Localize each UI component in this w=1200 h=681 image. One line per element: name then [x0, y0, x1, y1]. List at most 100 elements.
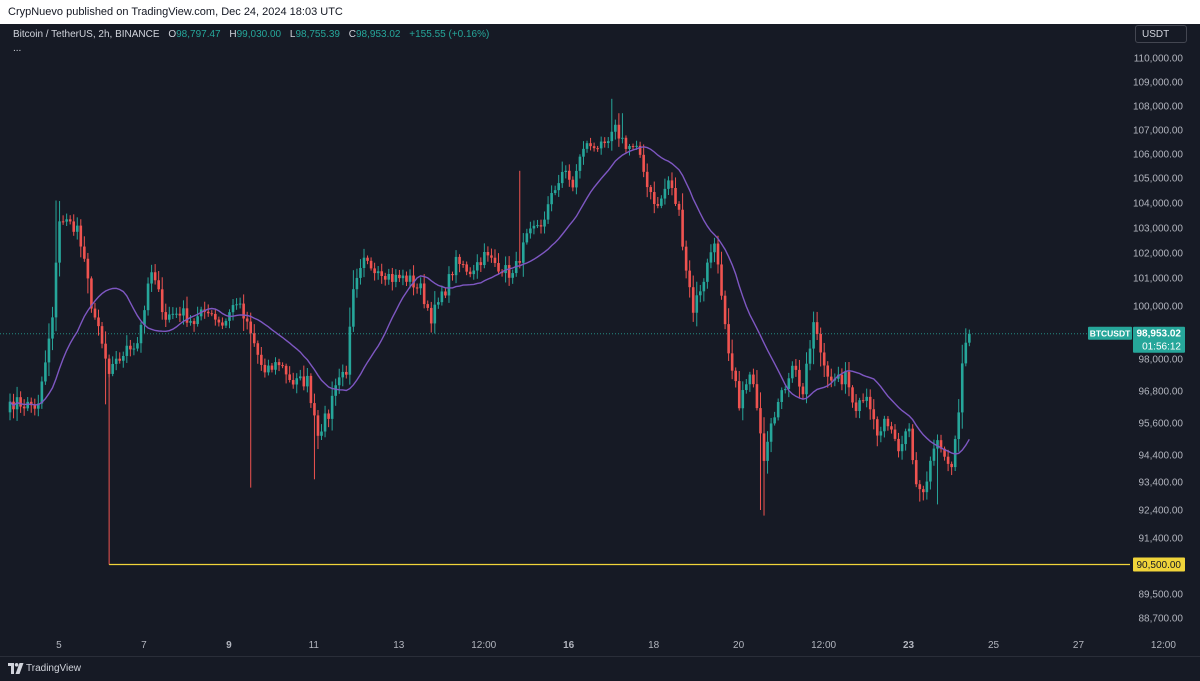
candle [755, 370, 759, 411]
candle-body [19, 397, 22, 407]
candle [171, 307, 175, 320]
candle [224, 318, 228, 329]
candle-body [925, 481, 929, 493]
candle [649, 184, 653, 200]
candle [737, 370, 741, 411]
candle-body [157, 280, 160, 290]
candle-body [635, 145, 638, 147]
candle [599, 136, 603, 155]
candle-body [759, 408, 762, 434]
time-tick-label: 18 [648, 640, 660, 651]
candle [688, 260, 691, 298]
candle [826, 361, 830, 388]
candle-body [837, 374, 840, 379]
last-price-value: 98,953.02 [1137, 329, 1182, 340]
candle-body [783, 389, 787, 391]
candle [925, 471, 929, 500]
candle-body [458, 256, 461, 265]
candle-body [61, 221, 65, 223]
candle-body [210, 313, 214, 315]
candle-body [883, 418, 886, 432]
candle-body [737, 381, 741, 409]
time-tick-label: 27 [1073, 640, 1085, 651]
price-chart[interactable]: 110,000.00 109,000.00 108,000.00 107,000.00… [0, 24, 1200, 656]
candle-body [429, 307, 433, 324]
candle-body [936, 440, 939, 449]
price-tick-label: 100,000.00 [1133, 302, 1183, 313]
candle [918, 480, 922, 502]
candle [525, 228, 529, 245]
candle-body [192, 321, 196, 325]
candle-body [847, 371, 851, 388]
candle-body [568, 170, 571, 180]
candle-body [444, 291, 447, 296]
candle-body [713, 243, 716, 253]
time-axis[interactable]: 5 7 9 11 13 12:00 16 18 20 12:00 23 25 27 12:00 [56, 640, 1176, 651]
candle [242, 294, 245, 331]
candle-body [631, 146, 635, 148]
currency-button[interactable]: USDT [1135, 25, 1187, 43]
candle [252, 324, 256, 347]
candle-body [674, 187, 677, 204]
candle-body [160, 289, 164, 313]
candle-body [670, 180, 674, 188]
candle [398, 269, 401, 282]
candle-body [65, 219, 68, 222]
candle [596, 145, 599, 152]
candle-body [571, 179, 575, 188]
time-tick-label: 20 [733, 640, 745, 651]
candle-body [334, 385, 337, 396]
candle [461, 260, 465, 268]
candle-body [426, 304, 430, 308]
candle [22, 399, 26, 416]
candle [175, 307, 178, 318]
candle-body [550, 193, 553, 205]
price-tick-label: 102,000.00 [1133, 249, 1183, 260]
candle [245, 311, 249, 330]
candle-body [844, 371, 847, 385]
time-tick-label: 25 [988, 640, 1000, 651]
tradingview-brand[interactable]: TradingView [26, 663, 82, 674]
candle-body [153, 272, 157, 281]
more-indicators-toggle[interactable]: ... [13, 43, 22, 54]
time-tick-label: 16 [563, 640, 575, 651]
candle-body [546, 204, 550, 220]
candle [136, 336, 139, 352]
candle [840, 368, 844, 391]
candle [819, 327, 822, 367]
high-value: 99,030.00 [236, 29, 282, 40]
candle [288, 366, 291, 383]
candle-body [79, 225, 83, 247]
candle [160, 277, 164, 320]
candle-body [532, 225, 536, 229]
candle [706, 258, 709, 289]
candle [911, 424, 914, 465]
price-axis[interactable]: 110,000.00 109,000.00 108,000.00 107,000.00… [1133, 54, 1183, 625]
candle [238, 297, 242, 309]
symbol-legend[interactable]: Bitcoin / TetherUS, 2h, BINANCE O98,797.… [13, 29, 489, 40]
candle [125, 335, 129, 363]
candle-body [819, 334, 822, 353]
candle-body [150, 272, 153, 284]
candle-body [529, 228, 532, 234]
candle [571, 176, 575, 192]
last-price-tag [1133, 326, 1185, 353]
candle-body [560, 171, 564, 184]
candle [366, 255, 369, 265]
publisher-header: CrypNuevo published on TradingView.com, … [0, 0, 1200, 24]
candle-body [504, 265, 507, 274]
candle-body [890, 426, 893, 430]
tradingview-logo-icon[interactable] [8, 663, 24, 674]
candle-body [136, 343, 139, 349]
candle [210, 310, 214, 317]
candle-body [791, 365, 794, 379]
symbol-name[interactable]: Bitcoin / TetherUS, 2h, BINANCE [13, 29, 160, 40]
candle-body [146, 283, 150, 311]
candle-body [97, 317, 100, 327]
chart-area[interactable]: 110,000.00 109,000.00 108,000.00 107,000.00… [0, 24, 1200, 656]
time-tick-label: 7 [141, 640, 147, 651]
time-tick-label: 9 [226, 640, 232, 651]
candle-body [231, 305, 235, 313]
symbol-price-tag-text: BTCUSDT [1090, 329, 1131, 339]
candle [309, 373, 313, 408]
